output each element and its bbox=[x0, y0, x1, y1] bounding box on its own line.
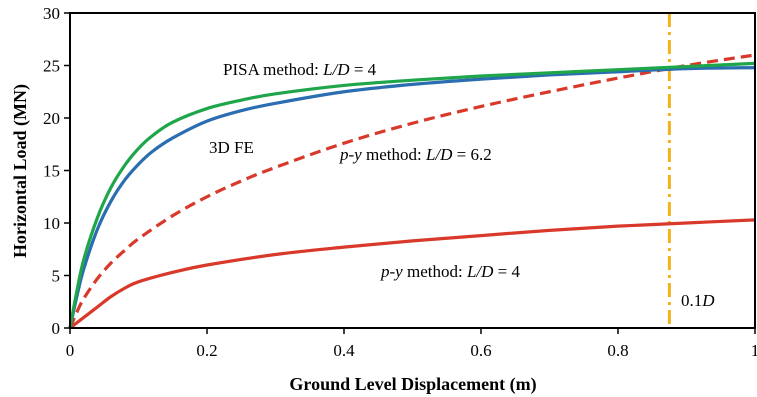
ticks: 0 5 10 15 20 25 30 0 0.2 0.4 0.6 0.8 1 bbox=[43, 4, 757, 360]
y-tick-label: 20 bbox=[43, 109, 60, 128]
plot-area bbox=[70, 13, 755, 328]
x-tick-label: 1 bbox=[751, 341, 757, 360]
x-axis-title: Ground Level Displacement (m) bbox=[289, 374, 536, 395]
annotation-3d-fe: 3D FE bbox=[209, 138, 254, 157]
series-line-py62 bbox=[68, 53, 756, 329]
y-tick-label: 0 bbox=[52, 319, 61, 338]
x-tick-label: 0.8 bbox=[607, 341, 628, 360]
annotation-py-6-2: p-y method: L/D = 6.2 bbox=[339, 145, 492, 164]
y-tick-label: 15 bbox=[43, 162, 60, 181]
annotation-0-1d: 0.1D bbox=[681, 291, 715, 310]
series-line-fe3d bbox=[68, 66, 756, 329]
x-tick-label: 0.2 bbox=[196, 341, 217, 360]
x-tick-label: 0 bbox=[66, 341, 75, 360]
plot-background bbox=[70, 13, 755, 328]
x-tick-label: 0.6 bbox=[470, 341, 491, 360]
y-tick-label: 25 bbox=[43, 57, 60, 76]
y-axis-title: Horizontal Load (MN) bbox=[10, 84, 31, 258]
annotation-pisa: PISA method: L/D = 4 bbox=[223, 60, 377, 79]
x-tick-label: 0.4 bbox=[333, 341, 355, 360]
y-tick-label: 5 bbox=[52, 267, 61, 286]
series-line-py4 bbox=[69, 218, 756, 330]
annotation-py-4: p-y method: L/D = 4 bbox=[380, 262, 520, 281]
y-tick-label: 10 bbox=[43, 214, 60, 233]
curves bbox=[68, 13, 756, 330]
y-tick-label: 30 bbox=[43, 4, 60, 23]
series-line-pisa bbox=[68, 61, 756, 329]
